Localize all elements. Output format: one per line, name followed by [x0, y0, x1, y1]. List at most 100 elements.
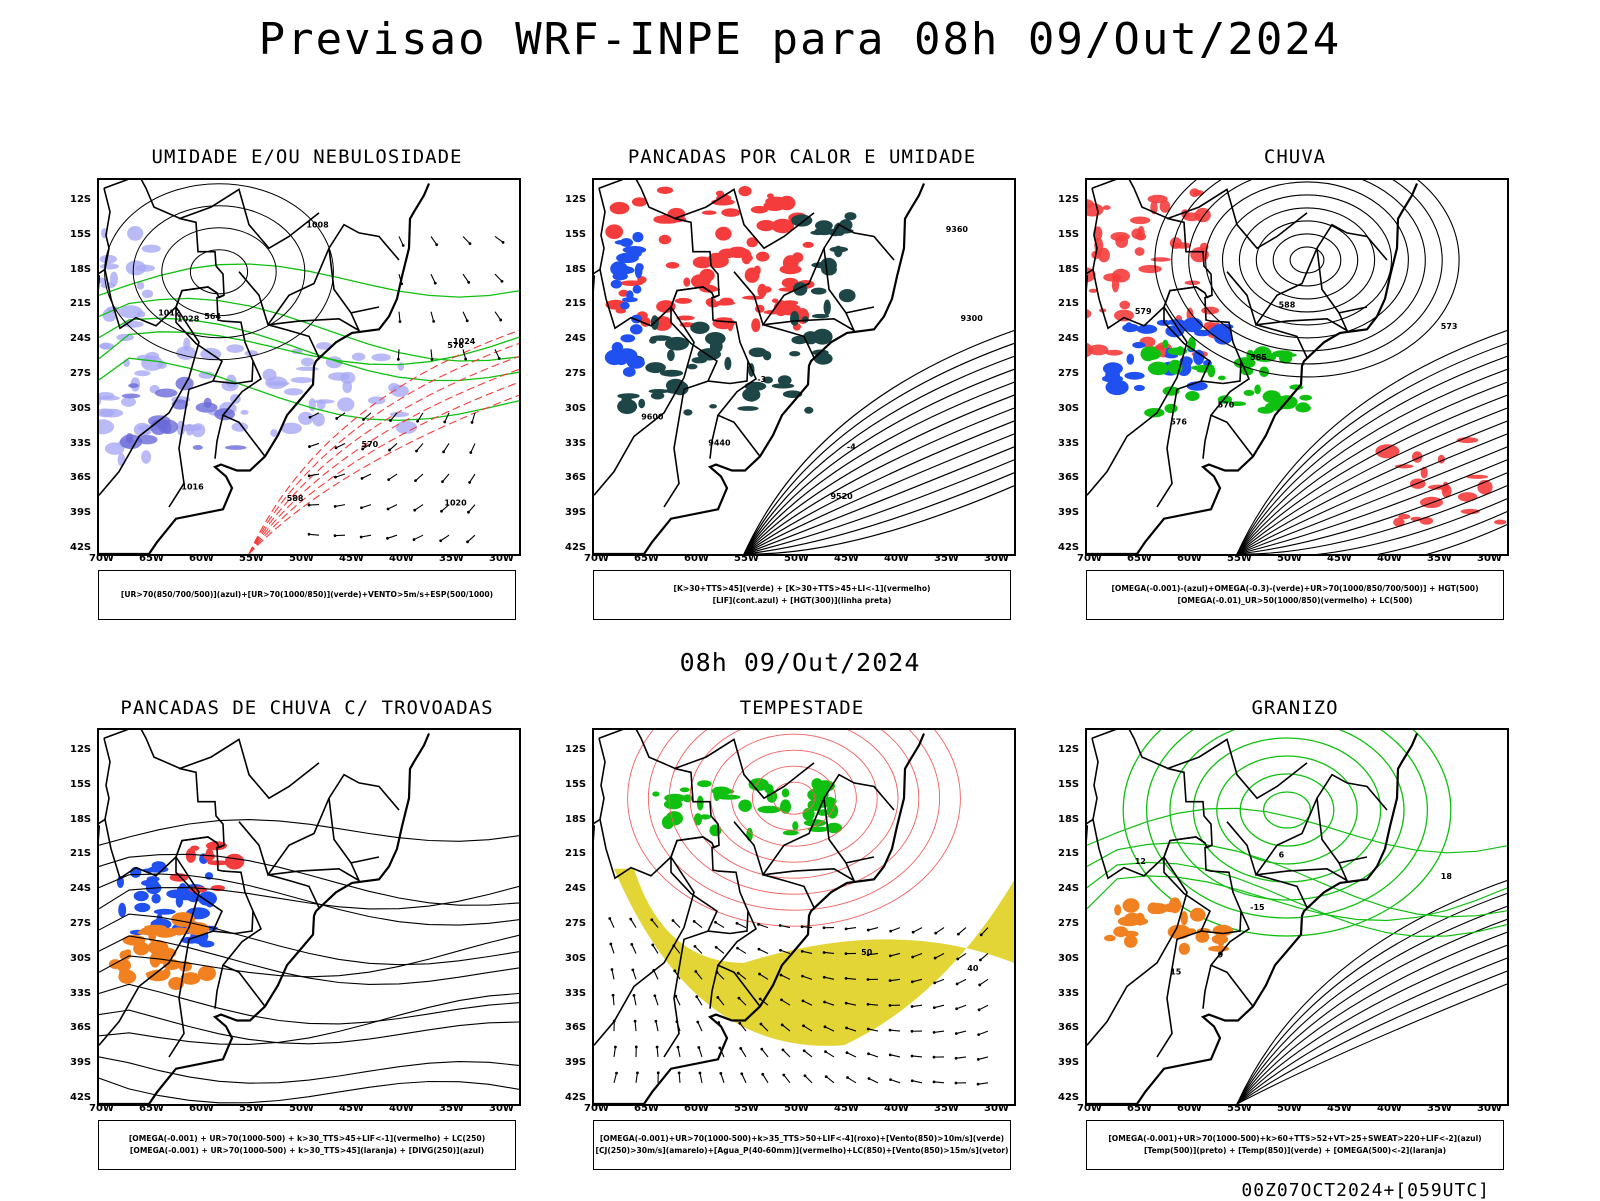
latitude-tick-label: 24S [70, 333, 91, 344]
latitude-tick-label: 33S [565, 988, 586, 999]
wind-vector-head [443, 421, 446, 424]
field-blob [687, 364, 697, 370]
isoline [249, 382, 519, 554]
field-blob [741, 249, 751, 264]
latitude-tick-label: 39S [1058, 1057, 1079, 1068]
field-blob [1087, 308, 1091, 319]
field-blob [783, 255, 799, 270]
longitude-tick-label: 35W [934, 1103, 959, 1114]
latitude-tick-label: 33S [1058, 988, 1079, 999]
wind-vector-head [694, 945, 697, 948]
wind-vector-head [442, 450, 445, 453]
field-blob [620, 302, 630, 310]
isoline [1237, 395, 1507, 554]
political-border [671, 837, 748, 934]
latitude-tick-label: 12S [565, 744, 586, 755]
wind-vector [934, 1005, 944, 1007]
isoline [1264, 792, 1311, 828]
wind-vector-head [612, 994, 615, 997]
wind-vector [912, 1056, 922, 1057]
isoline [744, 473, 1014, 554]
wind-vector-head [845, 1002, 848, 1005]
latitude-tick-label: 30S [70, 403, 91, 414]
main-title: Previsao WRF-INPE para 08h 09/Out/2024 [0, 14, 1600, 65]
latitude-tick-label: 12S [565, 194, 586, 205]
wind-vector [444, 443, 449, 451]
longitude-tick-label: 50W [1277, 1103, 1302, 1114]
field-blob [738, 186, 751, 196]
wind-vector [614, 1073, 617, 1083]
wind-vector [936, 928, 944, 934]
field-blob [803, 242, 814, 248]
field-blob [638, 399, 645, 409]
latitude-tick-label: 36S [70, 1022, 91, 1033]
wind-vector [847, 1053, 856, 1057]
wind-vector [784, 1075, 790, 1083]
wind-vector-head [630, 943, 633, 946]
wind-vector-head [823, 1001, 826, 1004]
wind-vector [698, 1022, 702, 1031]
wind-vector-head [335, 446, 338, 449]
forecast-map-panel [97, 728, 521, 1106]
longitude-tick-label: 70W [584, 1103, 609, 1114]
wind-vector [632, 944, 636, 953]
longitude-tick-label: 45W [834, 553, 859, 564]
wind-vector-head [758, 973, 761, 976]
wind-vector-head [782, 1048, 785, 1051]
wind-vector [763, 1074, 768, 1083]
field-layer [99, 820, 519, 1103]
isoline [1223, 195, 1392, 325]
contour-label: 1028 [177, 315, 200, 324]
wind-vector-head [824, 1025, 827, 1028]
wind-vector [495, 274, 502, 281]
field-blob [99, 419, 114, 434]
field-blob [193, 445, 203, 450]
wind-vector-head [911, 956, 914, 959]
wind-vector-head [956, 958, 959, 961]
longitude-tick-label: 35W [439, 1103, 464, 1114]
jet-stream-area [614, 869, 1014, 1046]
field-blob [337, 397, 354, 411]
longitude-tick-label: 35W [1427, 553, 1452, 564]
field-blob [792, 821, 798, 830]
wind-vector-head [911, 1005, 914, 1008]
field-blob [1135, 247, 1145, 256]
longitude-tick-label: 65W [139, 553, 164, 564]
wind-vector [716, 922, 724, 927]
isoline [162, 228, 276, 316]
field-blob [118, 453, 126, 467]
field-blob [134, 891, 149, 901]
field-blob [1134, 385, 1145, 391]
wind-vector [721, 1073, 724, 1082]
isoline [744, 331, 1014, 554]
field-blob [1106, 380, 1129, 396]
field-blob [396, 421, 417, 434]
legend-line: [Temp(500)](preto) + [Temp(850)](verde) … [1087, 1145, 1503, 1157]
field-blob [1179, 943, 1190, 955]
field-blob [651, 392, 664, 400]
panel-legend: [OMEGA(-0.001)+UR>70(1000-500)+k>60+TTS>… [1086, 1120, 1504, 1170]
wind-vector-head [695, 995, 698, 998]
wind-vector-head [739, 1047, 742, 1050]
wind-vector [463, 274, 469, 282]
field-blob [623, 246, 647, 254]
wind-vector [463, 312, 467, 321]
field-blob [1104, 935, 1116, 941]
field-blob [186, 424, 194, 436]
political-border [179, 739, 319, 798]
wind-vector [388, 535, 397, 538]
field-layer [1087, 730, 1507, 1104]
latitude-tick-label: 33S [1058, 438, 1079, 449]
political-border [239, 225, 399, 325]
field-blob [675, 298, 692, 304]
panel-legend: [OMEGA(-0.001)+UR>70(1000-500)+k>35_TTS>… [593, 1120, 1011, 1170]
coastline-layer [99, 730, 429, 1104]
latitude-tick-label: 27S [565, 918, 586, 929]
field-blob [1124, 935, 1137, 948]
field-blob [1137, 325, 1158, 334]
field-blob [683, 794, 692, 802]
isoline [1273, 234, 1341, 286]
map-svg [99, 730, 519, 1104]
streamline [99, 984, 519, 1024]
